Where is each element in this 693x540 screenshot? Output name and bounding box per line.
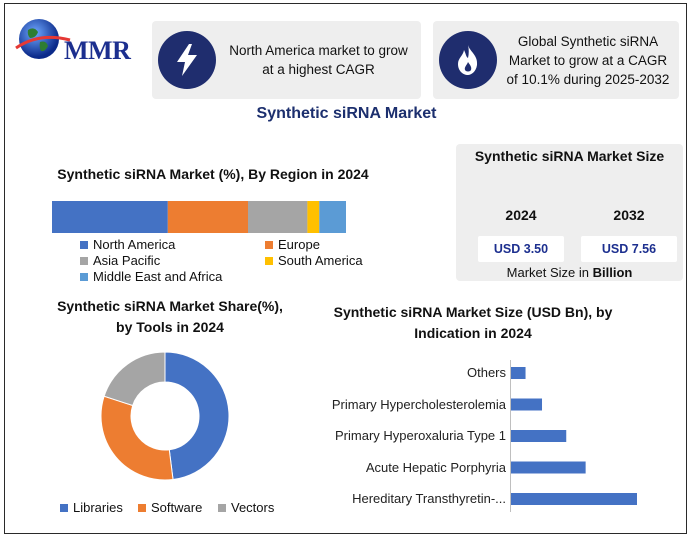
region-segment-middle-east-and-africa	[319, 201, 346, 233]
legend-swatch	[80, 272, 88, 281]
tools-chart-title: Synthetic siRNA Market Share(%), by Tool…	[20, 296, 320, 338]
legend-label: Software	[151, 500, 203, 515]
region-legend-item: South America	[265, 253, 363, 268]
tools-title-line2: by Tools in 2024	[116, 319, 224, 335]
indication-category-label: Primary Hypercholesterolemia	[331, 396, 506, 412]
flame-icon	[458, 45, 478, 75]
region-segment-south-america	[307, 201, 320, 233]
logo-text: MMR	[64, 36, 131, 65]
indication-title-line1: Synthetic siRNA Market Size (USD Bn), by	[333, 304, 613, 320]
indication-bar	[511, 493, 637, 505]
lightning-icon	[177, 44, 197, 76]
legend-label: Middle East and Africa	[93, 269, 223, 284]
callout-text: Global Synthetic siRNA Market to grow at…	[506, 33, 670, 87]
legend-swatch	[138, 503, 146, 512]
legend-swatch	[265, 256, 273, 265]
region-segment-europe	[167, 201, 248, 233]
indication-category-label: Primary Hyperoxaluria Type 1	[335, 428, 506, 443]
legend-label: South America	[278, 253, 363, 268]
indication-bar	[511, 398, 543, 411]
region-segment-north-america	[52, 201, 168, 233]
callout-text: North America market to grow at a highes…	[229, 43, 408, 77]
main-title: Synthetic siRNA Market	[256, 105, 437, 122]
legend-label: Asia Pacific	[93, 253, 161, 268]
legend-label: Vectors	[231, 500, 275, 515]
year-2024-label: 2024	[505, 207, 537, 223]
tools-legend-item: Vectors	[218, 500, 274, 515]
region-stacked-bar	[52, 201, 346, 233]
donut-slice-software	[100, 395, 174, 481]
indication-bar	[511, 367, 526, 379]
market-size-title: Synthetic siRNA Market Size	[474, 148, 665, 164]
flame-icon-badge	[439, 31, 497, 89]
legend-label: North America	[93, 237, 176, 252]
tools-donut-chart	[100, 351, 230, 481]
region-legend: North America Europe Asia Pacific South Ame…	[80, 237, 400, 287]
donut-slice-libraries	[164, 351, 230, 481]
region-legend-item: Asia Pacific	[80, 253, 160, 268]
indication-category-label: Hereditary Transthyretin-...	[352, 491, 506, 506]
legend-swatch	[80, 240, 88, 249]
indication-category-label: Acute Hepatic Porphyria	[365, 459, 506, 475]
mmr-logo: MMR	[14, 14, 144, 74]
region-segment-asia-pacific	[248, 201, 308, 233]
indication-bar	[511, 461, 586, 474]
globe-icon	[15, 19, 71, 59]
indication-category-label: Others	[466, 365, 506, 380]
tools-legend: Libraries Software Vectors	[60, 500, 300, 518]
legend-swatch	[218, 503, 226, 512]
tools-title-line1: Synthetic siRNA Market Share(%),	[57, 298, 283, 314]
unit-prefix: Market Size in	[506, 265, 593, 280]
market-size-unit: Market Size in Billion	[456, 265, 683, 280]
legend-swatch	[60, 503, 68, 512]
indication-bars	[510, 360, 637, 512]
region-legend-item: North America	[80, 237, 175, 252]
year-2032-label: 2032	[613, 207, 645, 223]
value-2032: USD 7.56	[581, 236, 677, 262]
indication-category-labels: Others Primary Hypercholesterolemia Primar…	[300, 360, 506, 520]
lightning-icon-badge	[158, 31, 216, 89]
region-legend-item: Europe	[265, 237, 320, 252]
indication-bar	[511, 430, 567, 442]
callout-global-cagr: Global Synthetic siRNA Market to grow at…	[433, 21, 679, 99]
tools-legend-item: Libraries	[60, 500, 123, 515]
value-2024: USD 3.50	[478, 236, 564, 262]
region-chart-title: Synthetic siRNA Market (%), By Region in…	[57, 166, 369, 182]
legend-label: Europe	[278, 237, 320, 252]
legend-swatch	[80, 256, 88, 265]
legend-label: Libraries	[73, 500, 123, 515]
donut-slice-vectors	[103, 351, 166, 407]
indication-title-line2: Indication in 2024	[414, 325, 532, 341]
tools-legend-item: Software	[138, 500, 202, 515]
region-legend-item: Middle East and Africa	[80, 269, 222, 284]
indication-chart-title: Synthetic siRNA Market Size (USD Bn), by…	[318, 302, 628, 344]
callout-north-america: North America market to grow at a highes…	[152, 21, 421, 99]
unit-bold: Billion	[592, 265, 633, 280]
legend-swatch	[265, 240, 273, 249]
